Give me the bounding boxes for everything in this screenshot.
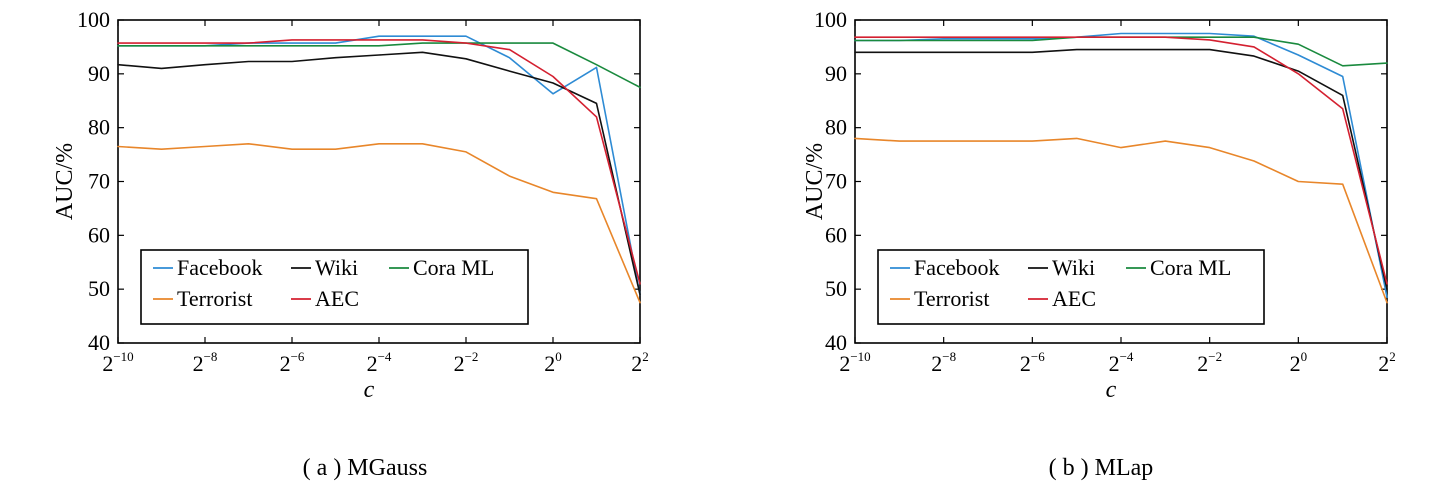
legend-label: AEC — [1052, 286, 1096, 311]
y-tick-label: 50 — [825, 276, 847, 301]
legend-label: Wiki — [315, 255, 358, 280]
y-tick-label: 40 — [88, 330, 110, 355]
y-tick-label: 80 — [88, 115, 110, 140]
y-tick-label: 70 — [825, 169, 847, 194]
legend-label: Facebook — [914, 255, 1000, 280]
x-tick-label: 2−6 — [1020, 349, 1045, 376]
x-tick-label: 2−8 — [931, 349, 956, 376]
series-line-terrorist — [117, 143, 641, 304]
y-tick-label: 100 — [814, 7, 847, 32]
x-tick-label: 2−2 — [1197, 349, 1222, 376]
x-tick-label: 2−10 — [102, 349, 133, 376]
legend-box — [140, 249, 529, 325]
legend-label: Terrorist — [914, 286, 989, 311]
x-tick-label: 22 — [631, 349, 649, 376]
y-tick-label: 70 — [88, 169, 110, 194]
legend-label: Terrorist — [177, 286, 252, 311]
y-tick-label: 40 — [825, 330, 847, 355]
y-tick-label: 80 — [825, 115, 847, 140]
y-tick-label: 60 — [88, 222, 110, 247]
legend-label: AEC — [315, 286, 359, 311]
legend-box — [877, 249, 1265, 325]
y-tick-label: 50 — [88, 276, 110, 301]
x-axis-label: c — [364, 377, 375, 403]
x-tick-label: 2−2 — [454, 349, 479, 376]
panel-caption: ( b ) MLap — [1049, 455, 1154, 481]
chart-panel-mlap: 40 50 60 70 80 90 100 2−10 2−8 2−6 2−4 2−2 20 22 c AUC/… — [802, 7, 1396, 481]
legend-label: Cora ML — [1150, 255, 1231, 280]
x-tick-label: 2−6 — [280, 349, 305, 376]
y-tick-label: 90 — [825, 61, 847, 86]
series-line-cora-ml — [117, 42, 641, 89]
x-tick-label: 20 — [1290, 349, 1308, 376]
series-line-facebook — [854, 32, 1388, 299]
y-tick-label: 90 — [88, 61, 110, 86]
y-tick-label: 60 — [825, 222, 847, 247]
series-line-terrorist — [854, 137, 1388, 304]
x-tick-label: 20 — [544, 349, 562, 376]
series-line-aec — [117, 39, 641, 285]
legend-label: Facebook — [177, 255, 263, 280]
x-tick-label: 2−4 — [1109, 349, 1134, 376]
panel-caption: ( a ) MGauss — [303, 455, 428, 481]
x-tick-label: 22 — [1378, 349, 1396, 376]
y-axis-label: AUC/% — [802, 143, 828, 220]
y-tick-label: 100 — [77, 7, 110, 32]
legend-label: Cora ML — [413, 255, 494, 280]
x-axis-label: c — [1106, 377, 1117, 403]
series-line-aec — [854, 36, 1388, 285]
x-tick-label: 2−4 — [367, 349, 392, 376]
legend-label: Wiki — [1052, 255, 1095, 280]
series-line-wiki — [854, 48, 1388, 291]
chart-panel-mgauss: 40 50 60 70 80 90 100 2−10 2−8 2−6 2−4 2−2 20 22 c AUC/… — [52, 7, 649, 481]
y-axis-label: AUC/% — [52, 143, 78, 220]
x-tick-label: 2−10 — [839, 349, 870, 376]
series-line-wiki — [117, 51, 641, 296]
x-tick-label: 2−8 — [193, 349, 218, 376]
